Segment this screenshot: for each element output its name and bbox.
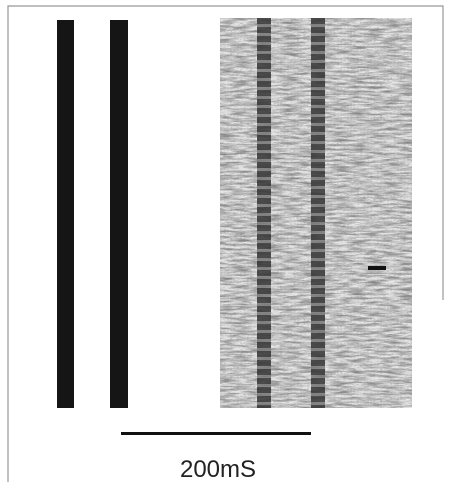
dash-mark xyxy=(368,266,386,270)
solid-bar xyxy=(110,20,128,408)
scale-bar xyxy=(121,432,311,435)
solid-bar xyxy=(57,20,74,408)
dashed-stripe xyxy=(257,18,271,408)
dashed-stripe xyxy=(311,18,325,408)
scale-label: 200mS xyxy=(180,456,256,483)
frame xyxy=(7,5,444,482)
